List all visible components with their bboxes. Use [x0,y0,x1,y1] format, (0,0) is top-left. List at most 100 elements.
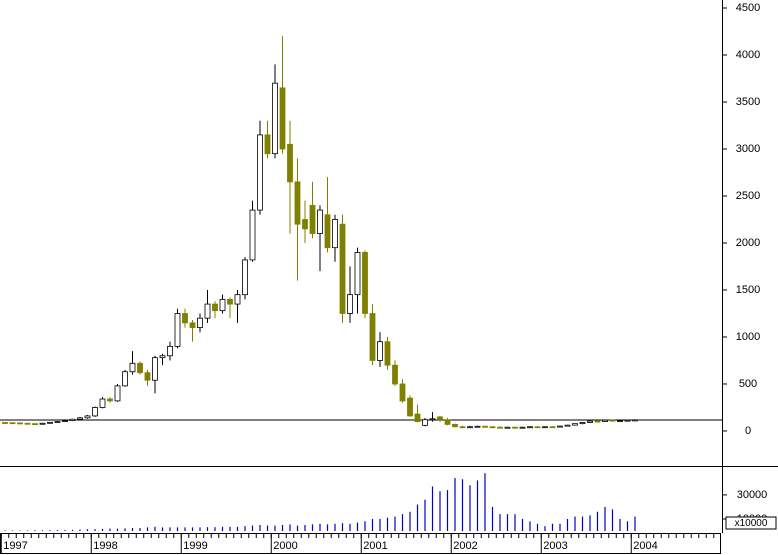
candle-body [197,317,203,328]
candle-body [534,426,541,429]
candle-body [407,397,413,417]
candle-body [572,423,578,426]
candle-body [54,421,61,423]
candle-body [519,426,526,429]
candle-body [399,383,406,402]
candle-body [234,294,241,305]
candle-body [362,251,368,314]
candle-body [482,425,488,428]
candle-body [542,426,548,429]
candle-body [602,419,608,422]
candle-body [437,416,443,421]
candle-body [459,426,466,429]
candle-body [452,423,458,428]
candle-body [587,420,593,423]
y-tick-label: 2000 [736,237,760,249]
candle-body [347,294,353,314]
candle-body [242,259,248,296]
candle-body [302,219,308,230]
candle-body [219,298,226,312]
candle-body [69,418,76,422]
candle-body [212,303,218,312]
candle-body [249,209,256,261]
y-tick-label: 1500 [736,284,760,296]
candle-body [227,298,233,305]
candle-body [632,419,638,422]
candle-body [17,422,23,425]
candle-body [129,362,136,373]
candle-body [99,398,106,408]
y-tick-label: 4500 [736,2,760,14]
candle-body [392,364,398,385]
candle-body [294,181,301,225]
candle-body [84,415,91,419]
candle-body [429,418,436,421]
candle-body [414,413,421,422]
x-tick-label: 1997 [3,540,27,552]
candle-body [264,134,271,155]
candle-body [107,398,113,402]
candle-body [624,419,631,422]
candle-body [497,426,503,429]
volume-unit-box [725,516,777,530]
candle-body [527,426,533,429]
candle-body [189,322,196,328]
candle-body [609,419,616,422]
x-tick-label: 2000 [273,540,297,552]
y-tick-label: 0 [745,425,751,437]
y-tick-label: 3500 [736,96,760,108]
candle-body [114,385,121,402]
candle-body [39,422,46,425]
candle-body [369,313,376,361]
y-tick-label: 4000 [736,49,760,61]
candle-body [159,355,166,359]
x-tick-label: 2004 [633,540,657,552]
candle-body [9,422,16,425]
candle-body [354,251,361,296]
candle-body [617,420,623,423]
candle-body [422,419,428,426]
candle-body [557,425,563,428]
x-axis-strip [0,533,721,554]
candle-body [317,209,323,234]
x-tick-label: 2001 [363,540,387,552]
candle-body [324,214,331,249]
candle-body [137,362,143,374]
candle-body [279,87,286,150]
candle-body [474,425,481,428]
candle-body [332,219,338,249]
candle-body [182,313,188,324]
candle-body [549,426,556,429]
x-tick-label: 1999 [183,540,207,552]
candle-body [174,313,181,347]
y-tick-label: 500 [739,378,757,390]
candle-body [122,371,128,387]
candle-body [504,426,511,429]
candle-body [377,341,383,361]
volume-unit: x10000 [735,518,768,529]
candle-body [384,341,391,366]
volume-tick-label: 30000 [737,489,768,501]
candle-body [144,372,151,381]
candle-body [32,423,38,426]
x-tick-label: 1998 [93,540,117,552]
candle-body [77,417,83,420]
candle-body [489,426,496,429]
candle-body [24,422,31,425]
candle-body [62,420,68,423]
candle-body [564,424,571,427]
candle-body [167,345,173,357]
candle-body [272,82,278,155]
candle-body [287,143,293,183]
x-tick-label: 2003 [543,540,567,552]
candle-body [257,134,263,211]
candle-body [594,420,601,423]
x-tick-label: 2002 [453,540,477,552]
candle-body [309,204,316,234]
candle-body [47,421,53,424]
candle-body [512,426,518,429]
candle-body [444,419,451,425]
